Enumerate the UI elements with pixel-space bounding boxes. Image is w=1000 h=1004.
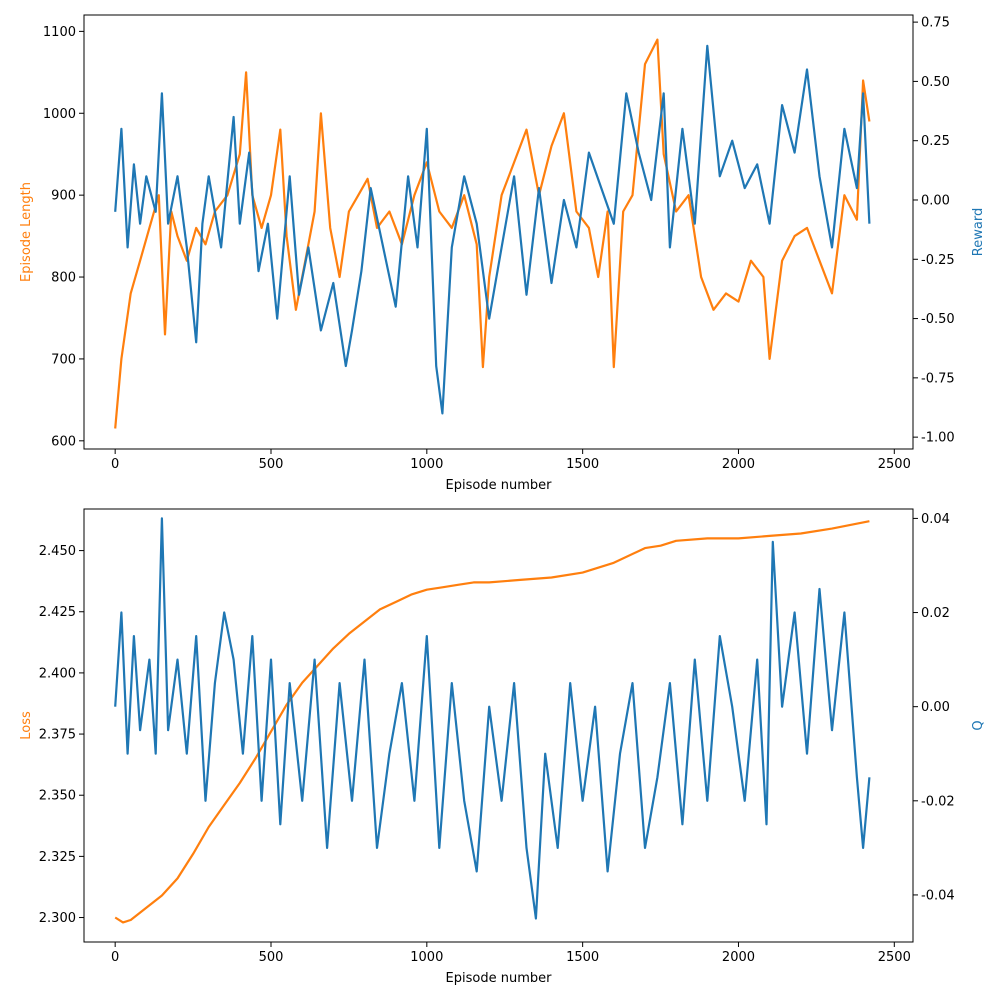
- x-tick-label: 2500: [878, 950, 911, 965]
- left-y-tick-label: 2.450: [39, 544, 76, 559]
- left-y-tick-label: 800: [51, 271, 76, 286]
- left-y-tick-label: 600: [51, 434, 76, 449]
- right-y-axis-label: Q: [971, 720, 986, 730]
- x-tick-label: 1000: [410, 457, 443, 472]
- right-y-tick-label: 0.04: [921, 512, 950, 527]
- left-y-tick-label: 2.425: [39, 605, 76, 620]
- x-axis-label: Episode number: [446, 971, 553, 986]
- x-tick-label: 1000: [410, 950, 443, 965]
- right-y-tick-label: -0.50: [921, 312, 955, 327]
- left-y-tick-label: 700: [51, 352, 76, 367]
- left-y-tick-label: 1100: [43, 25, 76, 40]
- left-y-tick-label: 1000: [43, 107, 76, 122]
- right-y-tick-label: 0.02: [921, 606, 950, 621]
- left-y-tick-label: 2.375: [39, 728, 76, 743]
- left-y-axis-label: Loss: [19, 711, 34, 740]
- right-y-tick-label: -0.04: [921, 888, 955, 903]
- plot-frame: [83, 14, 914, 450]
- x-tick-label: 2000: [722, 457, 755, 472]
- right-y-tick-label: 0.75: [921, 16, 950, 31]
- left-y-axis-label: Episode Length: [19, 182, 34, 282]
- right-y-tick-label: 0.25: [921, 134, 950, 149]
- left-y-tick-label: 2.300: [39, 911, 76, 926]
- chart-panel-1: 0 500 1000 1500 2000 2500 600 700 800 900 1000 1100…: [19, 14, 986, 493]
- x-tick-label: 2000: [722, 950, 755, 965]
- x-tick-label: 2500: [878, 457, 911, 472]
- right-axis-series-line: [114, 517, 871, 920]
- x-tick-label: 0: [111, 457, 119, 472]
- x-axis-label: Episode number: [446, 478, 553, 493]
- right-y-tick-label: -0.25: [921, 253, 955, 268]
- right-axis-series-line: [114, 44, 871, 415]
- right-y-tick-label: -0.75: [921, 371, 955, 386]
- left-axis-series-line: [114, 520, 870, 924]
- plot-frame: [83, 508, 914, 943]
- left-y-tick-label: 2.325: [39, 850, 76, 865]
- right-y-tick-label: 0.50: [921, 75, 950, 90]
- left-y-tick-label: 2.350: [39, 789, 76, 804]
- left-y-tick-label: 900: [51, 189, 76, 204]
- right-y-tick-label: -1.00: [921, 431, 955, 446]
- x-tick-label: 1500: [566, 950, 599, 965]
- x-tick-label: 0: [111, 950, 119, 965]
- right-y-axis-label: Reward: [971, 208, 986, 256]
- left-axis-series-line: [114, 38, 871, 429]
- x-tick-label: 500: [259, 457, 284, 472]
- x-tick-label: 500: [259, 950, 284, 965]
- right-y-tick-label: 0.00: [921, 700, 950, 715]
- right-y-tick-label: -0.02: [921, 794, 955, 809]
- left-y-tick-label: 2.400: [39, 666, 76, 681]
- x-tick-label: 1500: [566, 457, 599, 472]
- right-y-tick-label: 0.00: [921, 193, 950, 208]
- chart-panel-2: 0 500 1000 1500 2000 2500 2.300 2.325 2.350 2.375…: [19, 508, 986, 986]
